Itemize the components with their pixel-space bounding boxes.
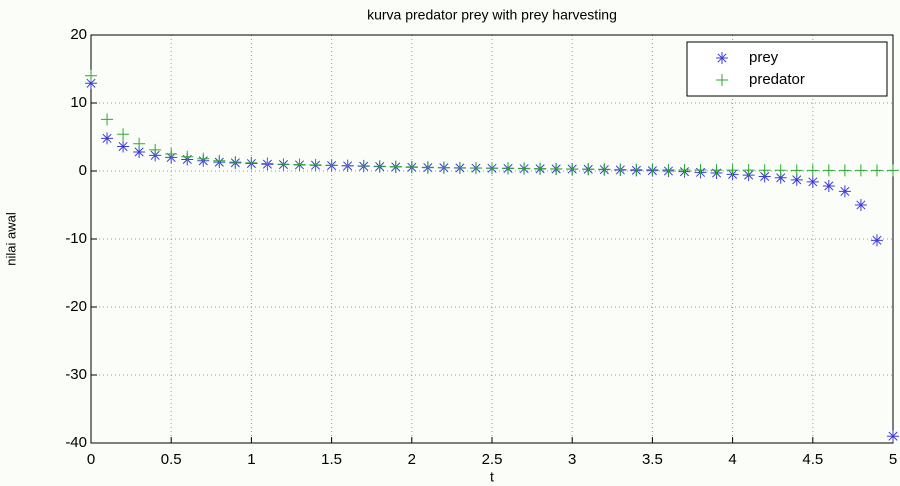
data-point [822,164,835,177]
data-point [502,162,515,175]
data-point [806,164,819,177]
data-point [598,163,611,176]
y-tick-label: -20 [65,298,87,315]
data-point [309,158,322,171]
data-point [646,163,659,176]
data-point [357,159,370,172]
data-point [373,160,386,173]
data-point [550,162,563,175]
chart-title: kurva predator prey with prey harvesting [367,7,617,23]
data-point [887,164,899,177]
x-tick-label: 1.5 [321,451,342,468]
data-point [389,160,402,173]
data-point [421,161,434,174]
data-point [790,164,803,177]
data-point [726,164,739,177]
data-point [149,143,162,156]
data-point [822,179,835,192]
data-point [437,161,450,174]
x-tick-label: 3.5 [642,451,663,468]
data-point [325,159,338,172]
data-point [117,128,130,141]
data-point [261,157,274,170]
data-point [630,163,643,176]
x-tick-label: 5 [889,451,897,468]
data-point [197,152,210,165]
y-tick-label: -10 [65,230,87,247]
y-axis-label: nilai awal [3,212,18,266]
x-tick-label: 2 [408,451,416,468]
data-point [566,162,579,175]
x-tick-label: 2.5 [482,451,503,468]
data-point [710,164,723,177]
legend-box [686,41,888,97]
data-point [518,162,531,175]
data-point [101,132,114,145]
data-point [453,161,466,174]
data-point [838,185,851,198]
data-point [870,234,883,247]
data-point [245,156,258,169]
x-tick-label: 4.5 [802,451,823,468]
x-tick-label: 1 [247,451,255,468]
x-tick-label: 0 [87,451,95,468]
data-point [277,158,290,171]
data-point [486,162,498,175]
x-tick-label: 3 [568,451,576,468]
data-point [181,150,194,163]
data-point [293,158,306,171]
data-point [838,164,851,177]
data-point [133,145,146,158]
legend-label: prey [749,49,779,66]
y-tick-label: -30 [65,366,87,383]
y-tick-label: 0 [79,162,87,179]
data-point [101,113,114,126]
plot-frame [90,34,894,444]
y-tick-label: -40 [65,434,87,451]
data-point [405,160,418,173]
data-point [133,137,146,150]
legend-marker [716,74,728,86]
data-point [341,159,354,172]
data-point [85,77,97,90]
data-point [165,148,178,160]
data-point [742,164,755,177]
data-point [790,173,803,186]
legend-label: predator [749,71,805,88]
data-point [213,154,226,167]
data-point [854,199,867,211]
data-point [774,171,787,184]
data-point [694,164,707,177]
x-axis-label: t [490,469,494,485]
y-tick-label: 10 [70,94,87,111]
data-point [758,164,771,177]
data-point [678,163,691,176]
data-point [870,164,883,177]
data-point [582,163,595,176]
y-tick-label: 20 [70,26,87,43]
data-point [854,164,867,177]
data-point [469,161,482,174]
data-point [774,164,787,177]
x-tick-label: 0.5 [161,451,182,468]
legend-marker [716,52,728,64]
data-point [85,69,97,82]
data-point [614,163,627,176]
data-point [534,162,547,175]
data-point [806,175,819,188]
x-tick-label: 4 [728,451,736,468]
data-point [229,156,242,169]
data-point [662,163,675,176]
data-point [117,140,130,153]
data-point [758,170,771,183]
data-point [887,430,899,443]
